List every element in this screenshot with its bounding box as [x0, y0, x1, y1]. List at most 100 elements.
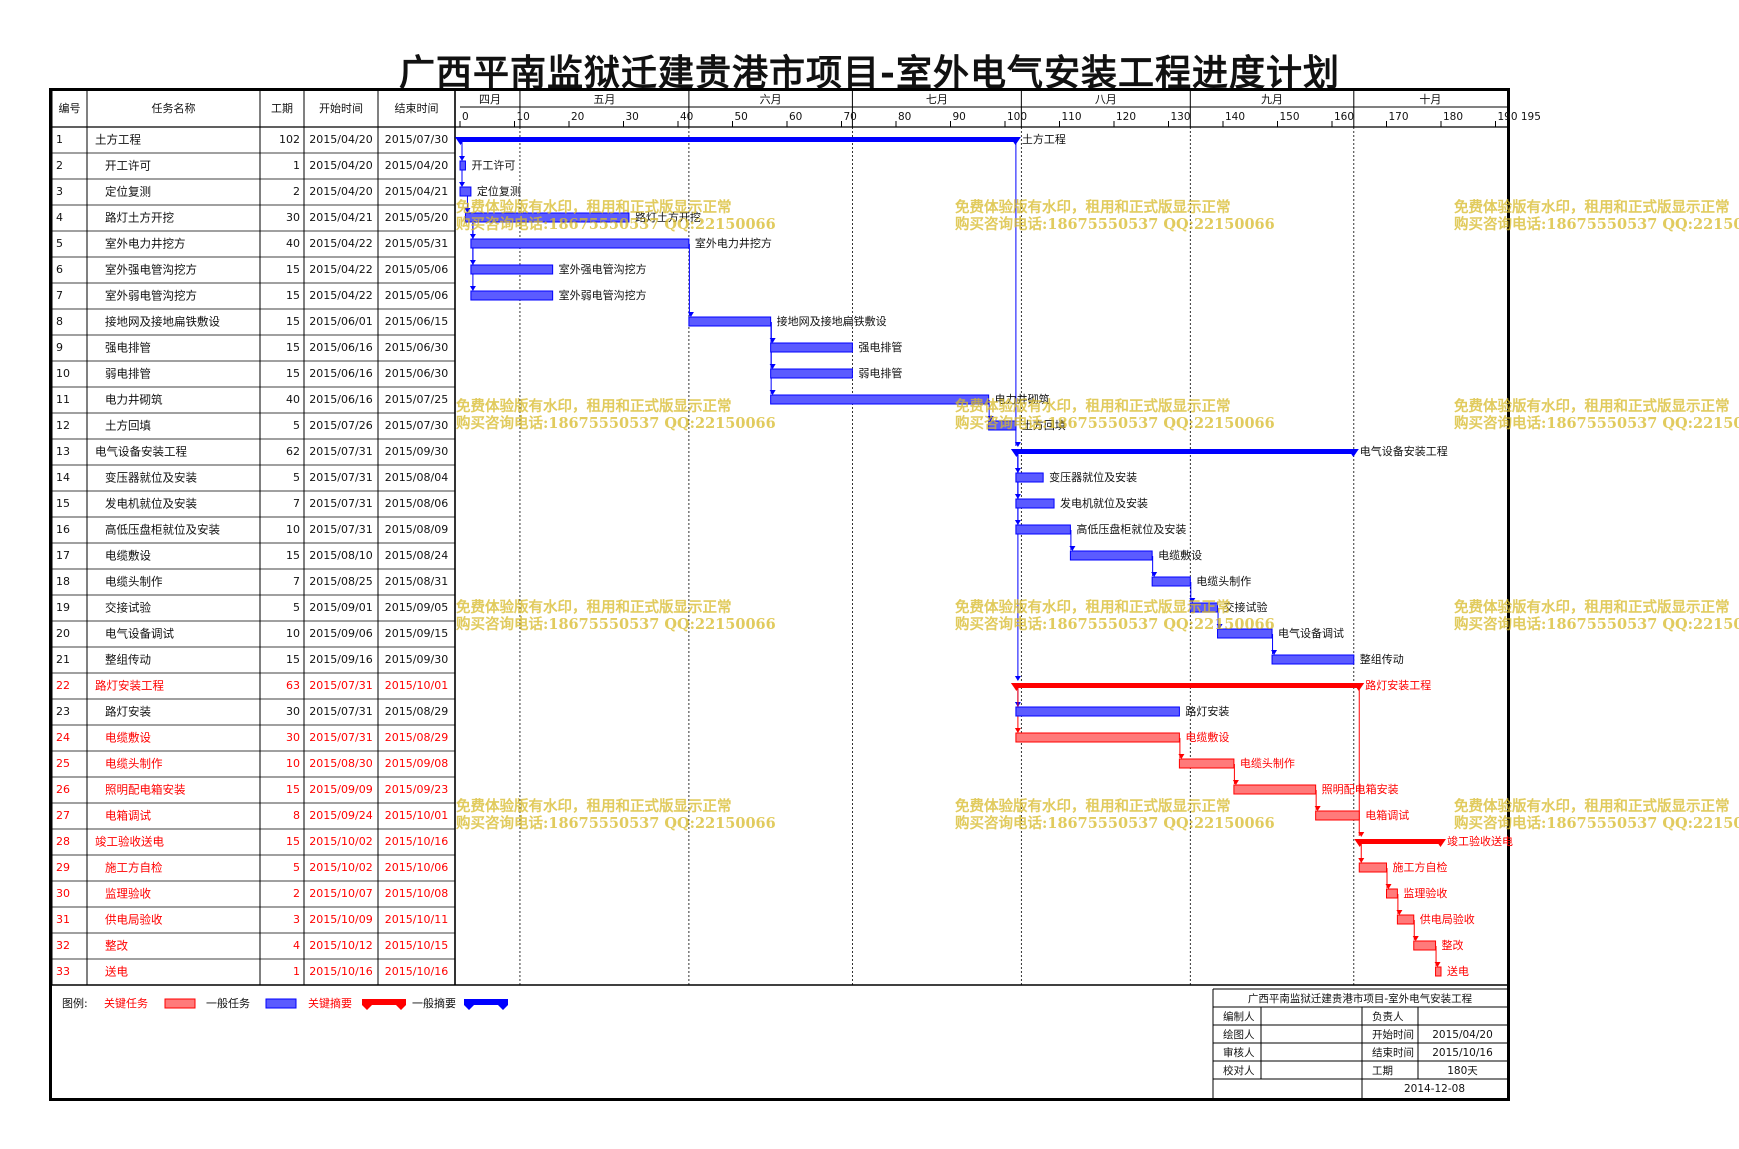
dependency-arrow — [1412, 936, 1419, 941]
summary-start-cap — [1010, 683, 1022, 691]
infobox-cell: 结束时间 — [1372, 1046, 1414, 1059]
task-no: 3 — [56, 185, 63, 198]
bar-label: 路灯安装 — [1185, 704, 1229, 718]
task-end: 2015/06/30 — [385, 367, 448, 380]
legend-critical-task-swatch — [164, 998, 196, 1009]
legend-normal-task-swatch — [265, 998, 297, 1009]
task-bar — [464, 212, 630, 223]
task-name: 室外弱电管沟挖方 — [105, 289, 197, 303]
tick-label: 110 — [1062, 111, 1082, 123]
dependency-arrow — [1396, 910, 1403, 915]
bar-label: 送电 — [1447, 964, 1469, 978]
task-bar — [770, 368, 853, 379]
task-start: 2015/07/31 — [309, 731, 372, 744]
task-start: 2015/07/31 — [309, 445, 372, 458]
task-duration: 2 — [293, 887, 300, 900]
task-no: 10 — [56, 367, 70, 380]
dependency-link — [1017, 685, 1360, 706]
task-no: 15 — [56, 497, 70, 510]
bar-label: 电缆头制作 — [1240, 757, 1295, 770]
task-no: 1 — [56, 133, 63, 146]
task-bar — [1015, 524, 1071, 535]
task-start: 2015/07/31 — [309, 497, 372, 510]
task-duration: 40 — [286, 237, 300, 250]
tick-label: 140 — [1225, 111, 1245, 123]
task-name: 土方回填 — [105, 419, 151, 433]
task-end: 2015/10/01 — [385, 679, 448, 692]
dependency-link — [1017, 451, 1354, 472]
task-end: 2015/08/06 — [385, 497, 448, 510]
task-end: 2015/07/30 — [385, 419, 448, 432]
tick-label: 30 — [626, 111, 639, 123]
task-duration: 10 — [286, 757, 300, 770]
task-duration: 2 — [293, 185, 300, 198]
dependency-arrow — [464, 208, 471, 213]
infobox-cell: 180天 — [1447, 1065, 1478, 1077]
bar-label: 开工许可 — [471, 159, 515, 172]
task-no: 20 — [56, 627, 70, 640]
task-end: 2015/05/20 — [385, 211, 448, 224]
task-start: 2015/04/22 — [309, 263, 372, 276]
dependency-arrow — [459, 156, 465, 161]
summary-end-cap — [1435, 839, 1446, 847]
task-duration: 102 — [279, 133, 300, 146]
task-bar — [1315, 810, 1360, 821]
task-duration: 30 — [286, 731, 300, 744]
month-label: 五月 — [593, 93, 615, 106]
tick-label: 160 — [1334, 111, 1354, 123]
task-end: 2015/09/15 — [385, 627, 448, 640]
task-duration: 1 — [293, 965, 300, 978]
tick-label: 150 — [1280, 111, 1300, 123]
dependency-arrow — [1178, 754, 1185, 759]
task-start: 2015/04/21 — [309, 211, 372, 224]
tick-label: 130 — [1171, 111, 1191, 123]
bar-label: 室外弱电管沟挖方 — [559, 288, 647, 302]
bar-label: 电缆头制作 — [1196, 575, 1251, 588]
task-bar — [1233, 784, 1317, 795]
bar-label: 室外强电管沟挖方 — [559, 262, 647, 276]
task-no: 29 — [56, 861, 70, 874]
task-start: 2015/04/22 — [309, 289, 372, 302]
tick-label: 70 — [844, 111, 857, 123]
bar-label: 施工方自检 — [1393, 860, 1448, 874]
task-duration: 40 — [286, 393, 300, 406]
task-duration: 15 — [286, 367, 300, 380]
bar-label: 土方回填 — [1022, 418, 1066, 432]
task-bar — [1069, 550, 1153, 561]
task-duration: 15 — [286, 263, 300, 276]
task-start: 2015/10/16 — [309, 965, 372, 978]
task-end: 2015/09/30 — [385, 445, 448, 458]
task-duration: 15 — [286, 341, 300, 354]
tick-label: 100 — [1007, 111, 1027, 123]
bar-label: 供电局验收 — [1420, 912, 1475, 926]
summary-end-cap — [1353, 683, 1365, 691]
legend-normal-summary-swatch — [464, 999, 508, 1010]
task-duration: 4 — [293, 939, 300, 952]
task-start: 2015/09/01 — [309, 601, 372, 614]
header-duration: 工期 — [271, 102, 293, 115]
task-start: 2015/10/09 — [309, 913, 372, 926]
dependency-arrow — [1314, 806, 1321, 811]
tick-label: 180 — [1443, 111, 1463, 123]
task-end: 2015/05/06 — [385, 289, 448, 302]
task-start: 2015/04/20 — [309, 159, 372, 172]
infobox-cell: 2015/04/20 — [1432, 1029, 1493, 1041]
task-name: 电缆头制作 — [105, 575, 163, 589]
tick-label: 40 — [680, 111, 693, 123]
header-no: 编号 — [59, 101, 81, 115]
bar-label: 电缆敷设 — [1185, 730, 1229, 744]
task-name: 整改 — [105, 939, 128, 953]
task-no: 21 — [56, 653, 70, 666]
summary-start-cap — [455, 137, 466, 145]
task-duration: 7 — [293, 497, 300, 510]
task-start: 2015/10/12 — [309, 939, 372, 952]
task-start: 2015/06/16 — [309, 341, 372, 354]
task-start: 2015/08/30 — [309, 757, 372, 770]
task-duration: 3 — [293, 913, 300, 926]
task-bar — [1015, 706, 1180, 717]
bar-label: 监理验收 — [1403, 886, 1447, 900]
dependency-arrow — [469, 286, 476, 291]
task-bar — [470, 264, 554, 275]
bar-label: 整组传动 — [1360, 652, 1404, 666]
task-end: 2015/08/24 — [385, 549, 448, 562]
